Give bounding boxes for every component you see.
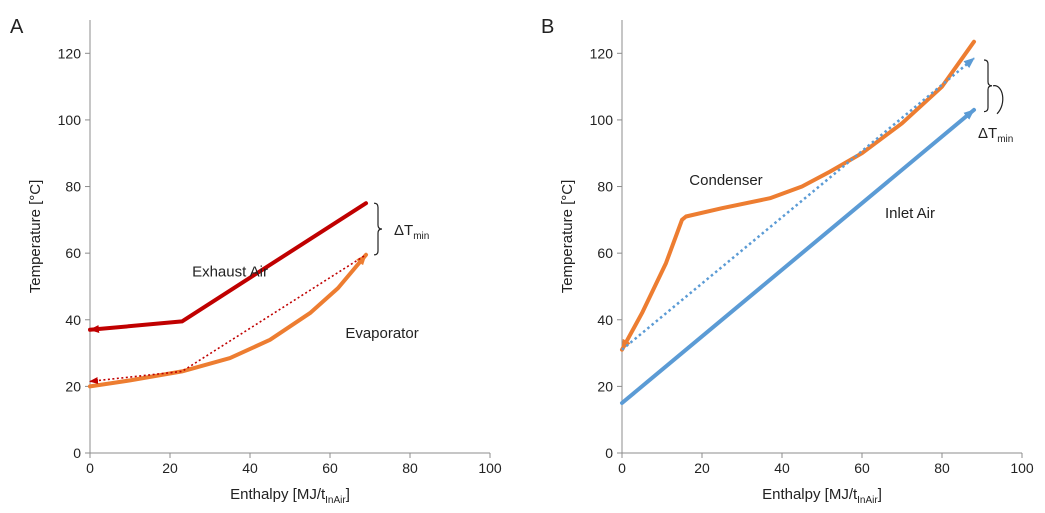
x-tick-label: 0 [618,460,626,476]
y-axis-label: Temperature [°C] [559,180,576,294]
delta-t-brace [373,202,383,256]
y-tick-label: 0 [73,445,81,461]
x-tick-label: 100 [478,460,502,476]
series-annotation: Evaporator [345,325,418,342]
x-tick-label: 80 [934,460,950,476]
x-tick-label: 80 [402,460,418,476]
exhaust-air-line [88,201,368,333]
y-tick-label: 0 [605,445,613,461]
y-axis-label: Temperature [°C] [27,180,44,294]
evaporator-line [88,252,368,389]
x-tick-label: 40 [242,460,258,476]
y-tick-label: 40 [597,312,613,328]
chart-panel-b: B 0 20 40 60 80 100 120 0 20 40 60 80 100 Condenser I… [541,16,1034,506]
y-tick-label: 20 [597,378,613,394]
delta-t-label: ΔTmin [394,222,429,242]
condenser-line [620,39,976,352]
delta-t-brace [983,59,1004,115]
y-tick-label: 20 [65,378,81,394]
y-tick-label: 40 [65,312,81,328]
approx-dotted-line [621,57,975,351]
y-tick-label: 100 [590,112,614,128]
series-annotation: Inlet Air [885,205,935,222]
y-tick-label: 60 [65,245,81,261]
y-tick-label: 80 [65,179,81,195]
y-tick-label: 120 [58,45,82,61]
y-tick-label: 80 [597,179,613,195]
panel-label: B [541,16,554,38]
delta-t-label: ΔTmin [978,125,1013,145]
x-axis-label: Enthalpy [MJ/tInAir] [230,486,350,506]
delta-t-min-annotation: ΔTmin [978,59,1013,145]
x-tick-label: 40 [774,460,790,476]
panel-label: A [10,16,24,38]
series-annotation: Condenser [689,172,762,189]
delta-t-min-annotation: ΔTmin [373,202,429,256]
y-tick-label: 60 [597,245,613,261]
x-tick-label: 60 [854,460,870,476]
y-tick-label: 120 [590,45,614,61]
x-tick-label: 100 [1010,460,1034,476]
y-tick-label: 100 [58,112,82,128]
x-tick-label: 0 [86,460,94,476]
x-tick-label: 20 [162,460,178,476]
x-tick-label: 60 [322,460,338,476]
series-annotation: Exhaust Air [192,263,268,280]
x-axis-label: Enthalpy [MJ/tInAir] [762,486,882,506]
chart-panel-a: A 0 20 40 60 80 100 120 0 20 40 60 80 100 Exhaust Ai… [10,16,502,506]
x-tick-label: 20 [694,460,710,476]
inlet-air-line [620,107,976,405]
